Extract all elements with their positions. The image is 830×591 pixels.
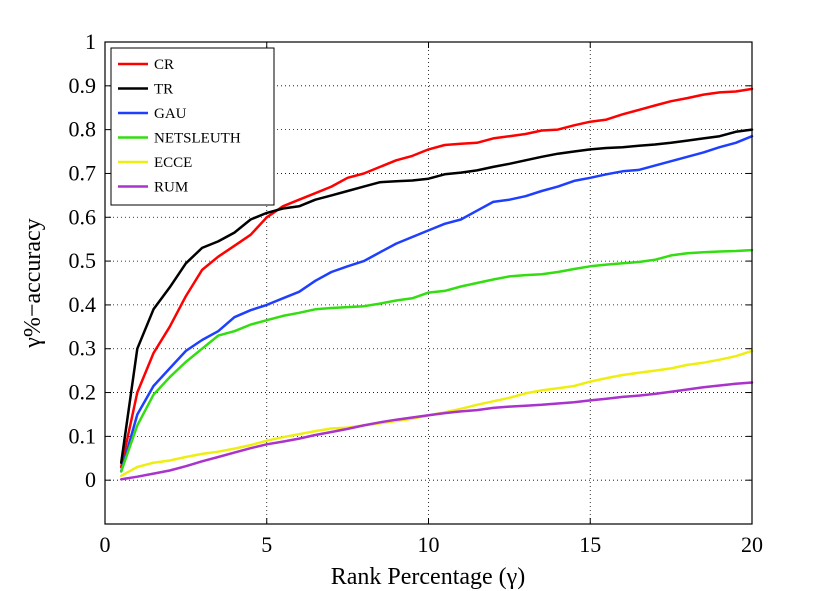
legend-label-gau: GAU xyxy=(154,106,187,122)
x-tick-label: 10 xyxy=(418,532,440,557)
series-line-gau xyxy=(119,134,754,473)
y-tick-label: 0 xyxy=(85,467,96,492)
legend-label-cr: CR xyxy=(154,57,174,73)
legend: CR TR GAU NETSLEUTH ECCE RUM xyxy=(110,47,275,206)
y-tick-label: 0.7 xyxy=(69,160,97,185)
y-tick-label: 0.2 xyxy=(69,380,97,405)
y-tick-label: 0.6 xyxy=(69,204,97,229)
y-axis-label: γ%−accuracy xyxy=(20,218,46,348)
x-tick-label: 15 xyxy=(579,532,601,557)
x-tick-label: 0 xyxy=(100,532,111,557)
series-line-tr xyxy=(119,128,754,464)
legend-label-rum: RUM xyxy=(154,180,188,196)
x-tick-label: 5 xyxy=(261,532,272,557)
axis-ticks: 00.10.20.30.40.50.60.70.80.910 5 10 15 20 xyxy=(69,29,764,557)
legend-box xyxy=(110,47,275,206)
series-line-rum xyxy=(119,381,754,481)
y-tick-label: 0.4 xyxy=(69,292,97,317)
legend-label-tr: TR xyxy=(154,82,173,98)
x-tick-label: 20 xyxy=(741,532,763,557)
y-tick-label: 0.1 xyxy=(69,423,97,448)
series-line-cr xyxy=(119,87,754,469)
y-tick-label: 0.5 xyxy=(69,248,97,273)
legend-label-ecce: ECCE xyxy=(154,155,192,171)
series-lines xyxy=(119,87,754,481)
x-axis-label: Rank Percentage (γ) xyxy=(331,564,526,590)
legend-label-netsleuth: NETSLEUTH xyxy=(154,131,241,147)
series-line-netsleuth xyxy=(119,248,754,473)
y-tick-label: 1 xyxy=(85,29,96,54)
y-tick-label: 0.9 xyxy=(69,73,97,98)
y-tick-label: 0.3 xyxy=(69,336,97,361)
y-tick-label: 0.8 xyxy=(69,117,97,142)
